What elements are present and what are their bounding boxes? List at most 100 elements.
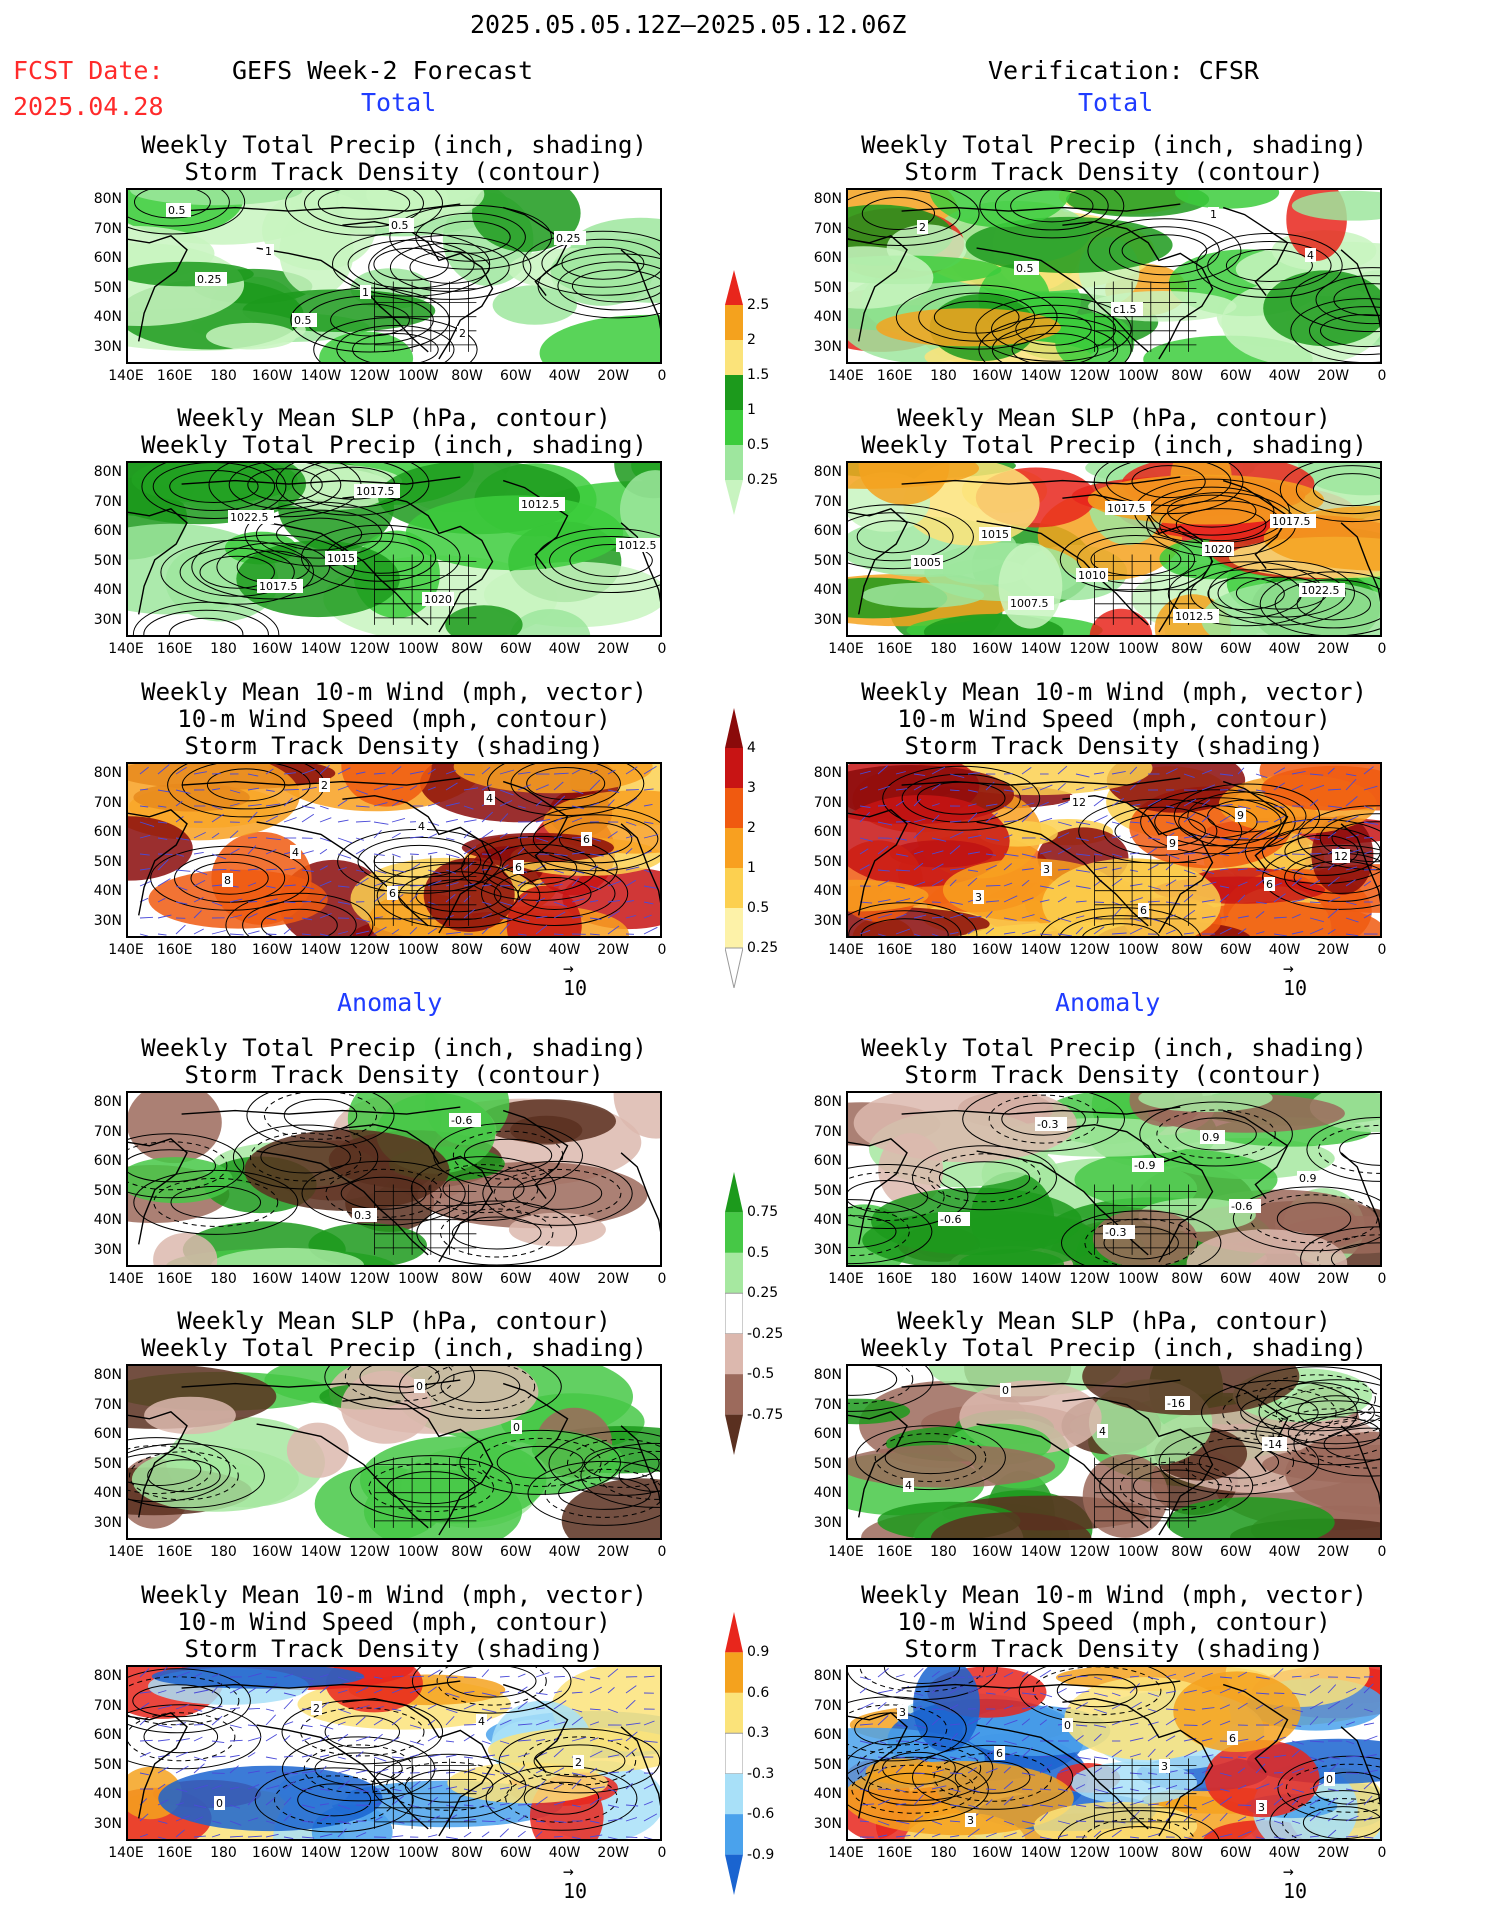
contour-line — [255, 509, 383, 559]
wind-vector — [517, 917, 530, 922]
f-precip-title-line: Weekly Total Precip (inch, shading) — [141, 131, 647, 159]
wind-vector — [967, 789, 978, 793]
coastline — [1062, 493, 1214, 633]
wind-vector — [1219, 1676, 1232, 1679]
wind-vector — [1201, 899, 1215, 903]
contour-line — [1217, 568, 1346, 618]
contour-line — [170, 1185, 262, 1219]
wind-vector — [1039, 817, 1053, 823]
wind-vector — [157, 1704, 172, 1710]
contour-label: -0.9 — [1134, 1159, 1155, 1172]
wind-vector — [1111, 789, 1120, 793]
wind-vector — [1345, 1815, 1359, 1822]
wind-vector — [1147, 1676, 1159, 1681]
contour-label-bg — [1305, 248, 1316, 262]
lon-label: 60W — [499, 641, 532, 657]
wind-vector — [1291, 877, 1302, 887]
v-slpanom-title-line: Weekly Mean SLP (hPa, contour) — [897, 1307, 1331, 1335]
wind-vector — [1093, 1708, 1108, 1714]
v-panom-map: -0.3 0.9 0.9 -0.6 -0.3 -0.9 -0.6 — [846, 1091, 1382, 1267]
contour-label: 4 — [905, 1479, 912, 1492]
wind-vector — [589, 1797, 602, 1806]
wind-vector — [229, 1765, 239, 1774]
lon-label: 80W — [1171, 368, 1203, 384]
wind-vector — [1219, 1756, 1233, 1759]
contour-line — [1250, 1194, 1378, 1244]
wind-vector — [175, 1738, 190, 1742]
wind-vector — [517, 1723, 533, 1726]
coastline — [502, 479, 569, 570]
wind-vector — [931, 803, 940, 807]
wind-vector — [1057, 847, 1072, 855]
lon-label: 180 — [210, 368, 237, 384]
wind-vector — [535, 1820, 545, 1823]
wind-vector — [175, 1671, 190, 1678]
lat-label: 60N — [813, 1426, 842, 1442]
wind-vector — [553, 835, 563, 839]
wind-vector — [1183, 1836, 1194, 1839]
wind-vector — [625, 1768, 635, 1774]
contour-label-bg — [573, 1755, 584, 1769]
wind-vector — [265, 1785, 280, 1790]
contour-line — [340, 1176, 427, 1210]
contour-line — [1084, 1218, 1198, 1265]
wind-vector — [535, 1707, 545, 1710]
wind-vector — [859, 1676, 872, 1681]
contour-line — [848, 1199, 933, 1265]
wind-vector — [1345, 1676, 1361, 1679]
wind-vector — [355, 917, 371, 923]
contour-line — [1078, 798, 1243, 864]
colorbar-segment — [725, 1212, 743, 1253]
wind-vector — [553, 1820, 567, 1823]
wind-vector — [229, 803, 240, 807]
lon-label: 100W — [1118, 942, 1159, 958]
lon-label: 60W — [1219, 1544, 1252, 1560]
wind-vector — [517, 1753, 530, 1758]
wind-vector — [1219, 1812, 1228, 1822]
contour-line — [1284, 834, 1359, 868]
lat-label: 40N — [93, 309, 122, 325]
lat-label: 60N — [813, 1153, 842, 1169]
contour-line — [848, 190, 961, 238]
wind-vector — [391, 1835, 404, 1838]
contour-line — [1331, 821, 1380, 855]
wind-vector — [1309, 901, 1321, 904]
contour-line — [1103, 1226, 1179, 1260]
wind-vector — [247, 1784, 260, 1790]
contour-label-bg — [1132, 1158, 1164, 1172]
wind-vector — [553, 1800, 566, 1806]
contour-label: c1.5 — [1113, 303, 1137, 316]
lon-label: 180 — [930, 1845, 957, 1861]
f-slp-title-line: Weekly Mean SLP (hPa, contour) — [177, 404, 611, 432]
contour-label-bg — [290, 845, 301, 859]
wind-vector — [1201, 1813, 1211, 1822]
contour-label-bg — [449, 1113, 481, 1127]
contour-line — [988, 1094, 1099, 1144]
wind-vector — [445, 1676, 458, 1679]
wind-vector — [625, 866, 640, 871]
contour-line — [848, 504, 974, 570]
wind-vector — [355, 1804, 370, 1806]
lat-label: 50N — [813, 552, 842, 569]
contour-label: 1017.5 — [1107, 502, 1146, 515]
contour-line — [373, 247, 449, 281]
wind-vector — [499, 1817, 511, 1822]
contour-line — [314, 1752, 403, 1786]
wind-vector — [445, 894, 456, 903]
wind-vector — [1093, 1692, 1108, 1697]
contour-label: 0.5 — [391, 219, 409, 232]
lon-label: 0 — [1377, 368, 1387, 384]
wind-vector — [913, 933, 922, 936]
lon-label: 100W — [1118, 1544, 1159, 1560]
wind-vector — [1165, 1750, 1174, 1758]
wind-vector — [985, 837, 1000, 841]
wind-vector — [1219, 868, 1229, 871]
wind-vector — [877, 1756, 892, 1759]
contour-line — [991, 304, 1116, 354]
lon-label: 140E — [828, 641, 864, 657]
right-anomaly-label: Anomaly — [1055, 988, 1161, 1017]
wind-vector — [1165, 879, 1177, 887]
wind-vector — [1183, 1672, 1195, 1678]
contour-label: 3 — [975, 891, 982, 904]
